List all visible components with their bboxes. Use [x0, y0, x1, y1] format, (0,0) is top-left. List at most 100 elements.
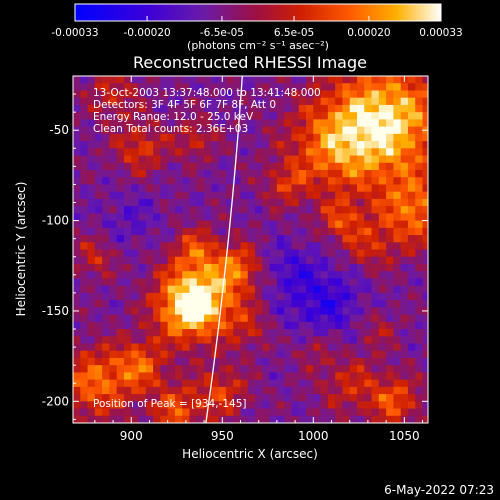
heatmap-cell: [349, 97, 358, 106]
heatmap-cell: [131, 133, 140, 142]
heatmap-cell: [291, 278, 300, 287]
heatmap-cell: [255, 104, 263, 113]
heatmap-cell: [255, 336, 263, 345]
heatmap-cell: [371, 242, 380, 251]
heatmap-cell: [87, 314, 96, 323]
heatmap-cell: [160, 220, 169, 229]
heatmap-cell: [262, 141, 271, 149]
heatmap-cell: [364, 104, 373, 113]
heatmap-cell: [393, 227, 402, 236]
heatmap-cell: [174, 184, 183, 193]
heatmap-cell: [276, 126, 285, 135]
heatmap-cell: [233, 271, 242, 280]
heatmap-cell: [393, 343, 402, 352]
heatmap-cell: [342, 271, 351, 280]
heatmap-cell: [153, 97, 161, 106]
heatmap-cell: [342, 314, 351, 323]
heatmap-cell: [291, 148, 300, 157]
heatmap-cell: [123, 126, 132, 135]
heatmap-cell: [327, 386, 336, 395]
heatmap-cell: [364, 184, 373, 193]
heatmap-cell: [327, 271, 336, 280]
heatmap-cell: [233, 90, 242, 99]
heatmap-cell: [204, 329, 212, 337]
heatmap-cell: [204, 104, 212, 113]
heatmap-cell: [196, 126, 205, 135]
heatmap-cell: [211, 292, 220, 301]
heatmap-cell: [167, 307, 176, 316]
heatmap-cell: [284, 155, 293, 164]
heatmap-cell: [102, 379, 111, 388]
heatmap-cell: [335, 249, 344, 258]
heatmap-cell: [211, 271, 220, 280]
heatmap-cell: [306, 307, 314, 316]
heatmap-cell: [371, 357, 380, 366]
heatmap-cell: [87, 235, 96, 243]
heatmap-cell: [211, 169, 220, 178]
heatmap-cell: [131, 343, 140, 352]
heatmap-cell: [386, 401, 395, 410]
heatmap-cell: [94, 112, 103, 120]
heatmap-cell: [174, 213, 183, 222]
heatmap-cell: [284, 184, 293, 193]
heatmap-cell: [87, 292, 96, 301]
colorbar-tick-label: 0.00033: [419, 27, 462, 39]
heatmap-cell: [349, 292, 358, 301]
heatmap-cell: [313, 379, 322, 388]
x-tick-label: 900: [120, 429, 143, 443]
heatmap-cell: [182, 177, 191, 186]
heatmap-cell: [87, 394, 96, 402]
heatmap-cell: [167, 249, 176, 258]
heatmap-cell: [204, 112, 212, 120]
heatmap-cell: [160, 408, 169, 417]
heatmap-cell: [349, 119, 358, 128]
heatmap-cell: [276, 104, 285, 113]
heatmap-cell: [225, 90, 234, 99]
heatmap-cell: [123, 365, 132, 373]
heatmap-cell: [109, 220, 118, 229]
heatmap-cell: [320, 112, 329, 120]
heatmap-cell: [145, 242, 154, 251]
heatmap-cell: [145, 90, 154, 99]
heatmap-cell: [196, 372, 205, 381]
heatmap-cell: [393, 408, 402, 417]
heatmap-cell: [174, 126, 183, 135]
heatmap-cell: [298, 141, 307, 149]
heatmap-cell: [153, 314, 161, 323]
heatmap-cell: [116, 97, 125, 106]
heatmap-cell: [407, 90, 416, 99]
heatmap-cell: [357, 191, 365, 200]
heatmap-cell: [131, 408, 140, 417]
heatmap-cell: [196, 227, 205, 236]
heatmap-cell: [342, 321, 351, 330]
heatmap-cell: [327, 155, 336, 164]
heatmap-cell: [357, 336, 365, 345]
heatmap-cell: [167, 292, 176, 301]
heatmap-cell: [204, 148, 212, 157]
heatmap-cell: [276, 83, 285, 92]
heatmap-cell: [182, 76, 191, 84]
heatmap-cell: [378, 314, 387, 323]
heatmap-cell: [298, 278, 307, 287]
heatmap-cell: [131, 177, 140, 186]
heatmap-cell: [167, 415, 176, 423]
heatmap-cell: [131, 292, 140, 301]
heatmap-cell: [407, 119, 416, 128]
heatmap-cell: [313, 357, 322, 366]
heatmap-cell: [357, 112, 365, 120]
heatmap-cell: [422, 220, 428, 229]
heatmap-cell: [73, 206, 81, 214]
heatmap-cell: [196, 104, 205, 113]
heatmap-cell: [364, 213, 373, 222]
heatmap-cell: [386, 379, 395, 388]
heatmap-cell: [87, 227, 96, 236]
heatmap-cell: [174, 336, 183, 345]
heatmap-cell: [313, 415, 322, 423]
heatmap-cell: [116, 198, 125, 207]
heatmap-cell: [218, 379, 227, 388]
heatmap-cell: [407, 408, 416, 417]
x-tick-label: 1050: [389, 429, 420, 443]
heatmap-cell: [291, 379, 300, 388]
heatmap-cell: [357, 213, 365, 222]
heatmap-cell: [386, 394, 395, 402]
